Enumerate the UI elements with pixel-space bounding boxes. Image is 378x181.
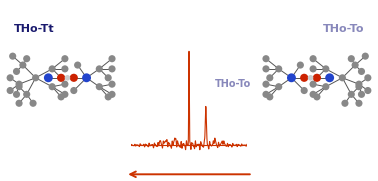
Circle shape [65,75,70,81]
Circle shape [262,81,270,88]
Circle shape [23,91,30,98]
Circle shape [301,87,308,94]
Circle shape [74,62,81,69]
Circle shape [108,81,116,88]
Circle shape [57,74,65,82]
Circle shape [6,74,14,81]
Circle shape [61,81,68,88]
Circle shape [313,74,321,82]
Circle shape [105,93,112,100]
Circle shape [275,83,282,90]
Circle shape [325,73,334,82]
Circle shape [297,62,304,69]
Circle shape [49,65,56,72]
Circle shape [108,91,116,98]
Circle shape [355,81,363,88]
Circle shape [13,68,20,75]
Circle shape [355,100,363,107]
Circle shape [44,73,53,82]
Circle shape [108,55,116,62]
Circle shape [310,55,317,62]
Circle shape [352,62,359,69]
Circle shape [19,62,26,69]
Circle shape [362,53,369,60]
Circle shape [57,93,65,100]
Circle shape [287,73,296,82]
Circle shape [57,74,65,81]
Circle shape [310,65,317,72]
Circle shape [275,65,282,72]
Circle shape [61,91,68,98]
Text: THo-Tt: THo-Tt [14,24,54,34]
Circle shape [300,74,308,82]
Circle shape [310,91,317,98]
Circle shape [348,55,355,62]
Circle shape [70,74,78,82]
Circle shape [13,91,20,98]
Circle shape [262,91,270,98]
Circle shape [23,55,30,62]
Circle shape [15,100,23,107]
Circle shape [262,55,270,62]
Circle shape [310,81,317,88]
Circle shape [313,93,321,100]
Circle shape [9,53,16,60]
Circle shape [96,65,103,72]
Circle shape [348,91,355,98]
Text: THo-To: THo-To [322,24,364,34]
Circle shape [364,74,372,81]
Circle shape [266,74,273,81]
Circle shape [82,73,91,82]
Circle shape [15,83,23,90]
Circle shape [358,68,365,75]
Circle shape [308,75,313,81]
Circle shape [341,100,349,107]
Circle shape [364,87,372,94]
Circle shape [49,83,56,90]
Circle shape [262,65,270,72]
Circle shape [61,65,68,72]
Circle shape [313,74,321,81]
Circle shape [61,55,68,62]
Circle shape [266,93,273,100]
Circle shape [322,65,329,72]
Circle shape [339,74,346,81]
Circle shape [70,87,77,94]
Circle shape [355,83,363,90]
Circle shape [108,65,116,72]
Circle shape [105,74,112,81]
Circle shape [32,74,39,81]
Circle shape [322,83,329,90]
Circle shape [96,83,103,90]
Circle shape [29,100,37,107]
Text: THo-To: THo-To [214,79,251,89]
Circle shape [358,91,365,98]
Circle shape [6,87,14,94]
Circle shape [15,81,23,88]
